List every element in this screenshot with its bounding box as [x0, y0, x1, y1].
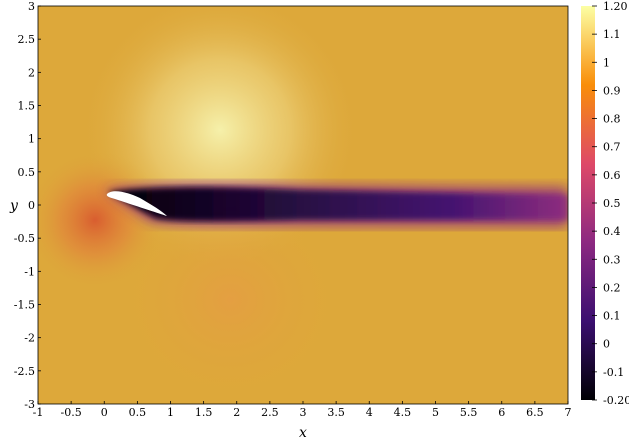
- y-axis-title: y: [9, 198, 19, 214]
- x-tick-label: 2: [233, 406, 240, 419]
- colorbar-tick-label: 0.8: [603, 113, 621, 126]
- y-tick-label: -0.5: [14, 232, 35, 245]
- airfoil: [106, 191, 167, 216]
- colorbar-tick-label: 0.3: [603, 253, 621, 266]
- y-tick-label: -2: [24, 332, 35, 345]
- y-tick-label: -3: [24, 398, 35, 411]
- colorbar-tick-label: -0.20: [603, 394, 629, 407]
- colorbar-tick-label: -0.1: [603, 366, 624, 379]
- x-tick-label: 5: [432, 406, 439, 419]
- colorbar-tick-label: 0.5: [603, 197, 621, 210]
- x-tick-label: 6: [498, 406, 505, 419]
- x-tick-label: 3.5: [327, 406, 345, 419]
- y-tick-label: 2: [28, 66, 35, 79]
- x-tick-label: 3: [300, 406, 307, 419]
- colorbar-axis: 1.20 1.1 1 0.9 0.8 0.7 0.6 0.5 0.4 0.3 0.2 0.1 0 -0.1…: [592, 0, 629, 407]
- y-tick-label: -1: [24, 265, 35, 278]
- x-tick-label: -0.5: [61, 406, 82, 419]
- colorbar-tick-label: 0.6: [603, 169, 621, 182]
- wake-core: [108, 187, 568, 222]
- colorbar-tick-label: 0.9: [603, 84, 621, 97]
- colorbar-tick-label: 0: [603, 338, 610, 351]
- x-tick-label: 5.5: [460, 406, 478, 419]
- y-tick-label: 0.5: [18, 166, 36, 179]
- colorbar-tick-label: 0.7: [603, 141, 621, 154]
- x-tick-label: 4.5: [394, 406, 412, 419]
- y-tick-label: 2.5: [18, 33, 36, 46]
- lower-region: [110, 190, 350, 404]
- x-tick-label: 2.5: [261, 406, 279, 419]
- stagnation-region: [38, 150, 165, 290]
- x-axis: -1 -0.5 0 0.5 1 1.5 2 2.5 3 3.5 4 4.5 5 5.5 6 6.5 7: [33, 401, 572, 419]
- x-tick-label: -1: [33, 406, 44, 419]
- colorbar-tick-label: 0.4: [603, 225, 621, 238]
- colorbar-tick-label: 0.1: [603, 310, 621, 323]
- y-axis: 3 2.5 2 1.5 1 0.5 0 -0.5 -1 -1.5 -2 -2.5 -3: [14, 0, 41, 411]
- colorbar: [581, 6, 595, 400]
- x-tick-label: 0: [101, 406, 108, 419]
- y-tick-label: 1: [28, 133, 35, 146]
- colorbar-tick-label: 1: [603, 56, 610, 69]
- colorbar-tick-label: 1.20: [603, 0, 628, 13]
- colorbar-tick-label: 0.2: [603, 281, 621, 294]
- y-tick-label: 0: [28, 199, 35, 212]
- x-tick-label: 4: [366, 406, 373, 419]
- x-axis-title: x: [299, 425, 307, 441]
- x-tick-label: 0.5: [129, 406, 147, 419]
- y-tick-label: -2.5: [14, 365, 35, 378]
- colorbar-tick-label: 1.1: [603, 28, 621, 41]
- x-tick-label: 1: [167, 406, 174, 419]
- y-tick-label: 1.5: [18, 100, 36, 113]
- wake-region: [105, 183, 568, 227]
- x-tick-label: 1.5: [195, 406, 213, 419]
- plot-area: [38, 6, 568, 404]
- x-tick-label: 6.5: [526, 406, 544, 419]
- y-tick-label: 3: [28, 0, 35, 13]
- x-tick-label: 7: [565, 406, 572, 419]
- y-tick-label: -1.5: [14, 299, 35, 312]
